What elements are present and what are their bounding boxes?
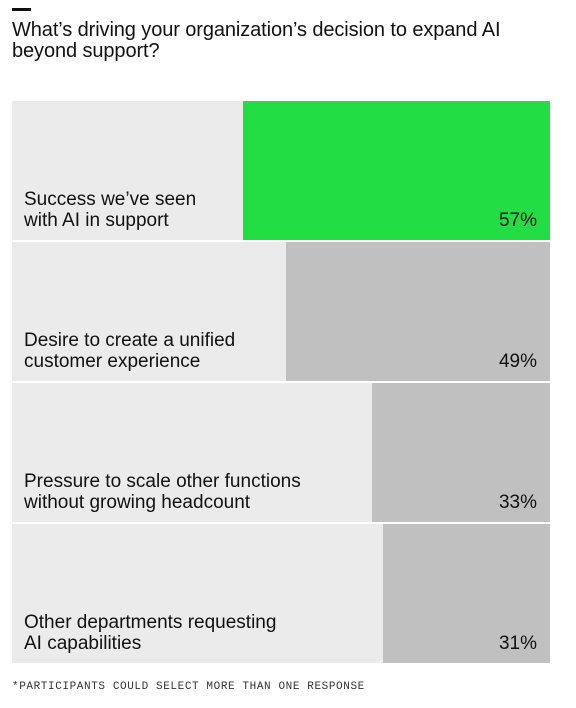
footnote: *PARTICIPANTS COULD SELECT MORE THAN ONE… — [12, 681, 365, 693]
bar-row: Other departments requesting AI capabili… — [12, 524, 550, 663]
bar — [372, 383, 550, 522]
bar — [383, 524, 550, 663]
bar-row: Desire to create a unified customer expe… — [12, 242, 550, 381]
chart-title: What’s driving your organization’s decis… — [12, 19, 501, 62]
bar-row: Success we’ve seen with AI in support 57% — [12, 101, 550, 240]
value-label: 57% — [498, 210, 537, 231]
value-label: 49% — [498, 351, 537, 372]
category-label: Success we’ve seen with AI in support — [24, 189, 197, 231]
category-label: Other departments requesting AI capabili… — [24, 612, 277, 654]
bar-row: Pressure to scale other functions withou… — [12, 383, 550, 522]
title-accent-dash — [12, 8, 31, 11]
bar-chart: Success we’ve seen with AI in support 57%… — [12, 101, 550, 664]
bar — [286, 242, 550, 381]
bar — [243, 101, 550, 240]
category-label: Desire to create a unified customer expe… — [24, 330, 236, 372]
value-label: 33% — [498, 492, 537, 513]
category-label: Pressure to scale other functions withou… — [24, 471, 301, 513]
value-label: 31% — [498, 633, 537, 654]
